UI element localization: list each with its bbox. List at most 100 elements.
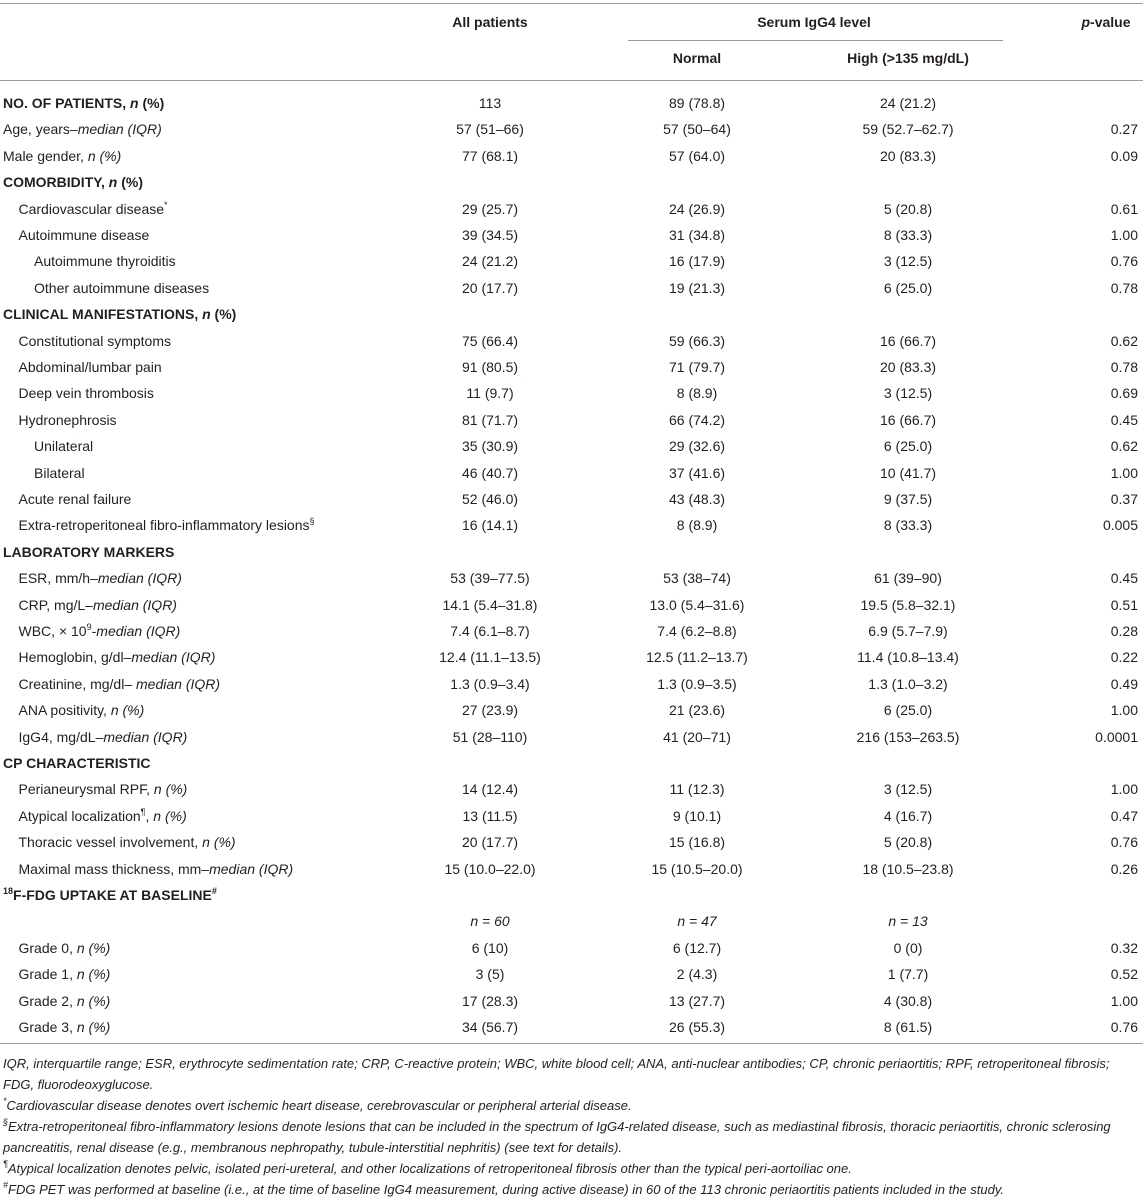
row-label: Hemoglobin, g/dl–median (IQR) bbox=[19, 647, 216, 667]
p-value: 0.78 bbox=[1110, 359, 1138, 375]
text: Hydronephrosis bbox=[18, 411, 117, 428]
row-label: Grade 2, n (%) bbox=[19, 991, 111, 1011]
row-label: ESR, mm/h–median (IQR) bbox=[19, 568, 182, 588]
text: Unilateral bbox=[34, 438, 94, 455]
cell: 14 (12.4) bbox=[461, 781, 519, 798]
p-value: 0.76 bbox=[1110, 834, 1138, 851]
row-label: Grade 0, n (%) bbox=[19, 938, 111, 958]
cell: 81 (71.7) bbox=[461, 411, 519, 428]
cell: 1 (7.7) bbox=[887, 966, 929, 983]
text: IgG4, mg/dL– bbox=[18, 728, 104, 745]
text: ANA positivity, bbox=[18, 702, 111, 719]
row-label: IgG4, mg/dL–median (IQR) bbox=[19, 727, 188, 747]
row-label: Acute renal failure bbox=[19, 489, 132, 509]
cell: 8 (8.9) bbox=[676, 517, 718, 534]
text: Grade 1, bbox=[18, 966, 77, 983]
text: median (IQR) bbox=[209, 860, 294, 877]
text: Acute renal failure bbox=[18, 491, 132, 507]
cell: 6 (25.0) bbox=[883, 279, 933, 296]
cell: 16 (66.7) bbox=[879, 411, 937, 428]
text: n bbox=[130, 95, 139, 111]
text: Other autoimmune diseases bbox=[34, 279, 210, 296]
cell: 8 (8.9) bbox=[676, 385, 718, 402]
text: Abdominal/lumbar pain bbox=[18, 359, 162, 375]
text: n (%) bbox=[87, 147, 122, 164]
row-label: Male gender, n (%) bbox=[3, 146, 121, 166]
cell: 66 (74.2) bbox=[668, 411, 726, 428]
cell: 8 (61.5) bbox=[883, 1019, 933, 1035]
row-label: 18F-FDG UPTAKE AT BASELINE# bbox=[3, 885, 217, 905]
text: Perianeurysmal RPF, bbox=[18, 781, 154, 798]
row-label: Hydronephrosis bbox=[19, 410, 117, 430]
footnote-text: Atypical localization denotes pelvic, is… bbox=[7, 1161, 852, 1176]
cell: 14.1 (5.4–31.8) bbox=[442, 596, 538, 613]
cell: 57 (51–66) bbox=[456, 121, 524, 138]
cell: 6 (25.0) bbox=[883, 438, 933, 455]
p-value: 0.62 bbox=[1110, 332, 1138, 349]
cell: 6 (25.0) bbox=[883, 702, 933, 719]
cell: 41 (20–71) bbox=[663, 728, 731, 745]
text: Autoimmune disease bbox=[18, 227, 150, 243]
cell: 16 (66.7) bbox=[879, 332, 937, 349]
cell: 15 (10.5–20.0) bbox=[651, 860, 743, 877]
text: LABORATORY MARKERS bbox=[3, 543, 175, 560]
rule bbox=[0, 80, 1143, 81]
p-value: 0.76 bbox=[1110, 1019, 1138, 1035]
cell: 113 bbox=[478, 95, 502, 111]
cell: 24 (21.2) bbox=[461, 253, 519, 270]
row-label: Perianeurysmal RPF, n (%) bbox=[19, 779, 188, 799]
p-value: 1.00 bbox=[1110, 227, 1138, 243]
cell: 11 (12.3) bbox=[669, 781, 725, 798]
cell: 11.4 (10.8–13.4) bbox=[857, 649, 959, 666]
p-value: 0.22 bbox=[1110, 649, 1138, 666]
footnote: IQR, interquartile range; ESR, erythrocy… bbox=[3, 1053, 1139, 1095]
row-label: Autoimmune disease bbox=[19, 225, 150, 245]
cell: 9 (10.1) bbox=[672, 807, 722, 824]
text: median (IQR) bbox=[136, 675, 221, 692]
text: (%) bbox=[210, 306, 237, 323]
text: median (IQR) bbox=[92, 596, 177, 613]
cell: 6 (10) bbox=[471, 939, 509, 956]
text: 9 bbox=[86, 622, 92, 632]
cell: 16 (17.9) bbox=[668, 253, 726, 270]
cell: 1.3 (1.0–3.2) bbox=[868, 675, 948, 692]
cell: 16 (14.1) bbox=[461, 517, 519, 534]
cell: 13 (11.5) bbox=[462, 807, 518, 824]
cell: 8 (33.3) bbox=[883, 227, 933, 243]
row-label: Deep vein thrombosis bbox=[19, 383, 154, 403]
footnote: #FDG PET was performed at baseline (i.e.… bbox=[3, 1179, 1139, 1200]
text: Grade 2, bbox=[18, 992, 77, 1009]
text: CRP, mg/L– bbox=[18, 596, 93, 613]
cell: 6 (12.7) bbox=[672, 939, 722, 956]
p-value: 1.00 bbox=[1110, 464, 1138, 481]
cell: 4 (30.8) bbox=[883, 992, 933, 1009]
footnote-mark: ¶ bbox=[3, 1159, 8, 1169]
p-value: 0.0001 bbox=[1095, 728, 1138, 745]
text: CP CHARACTERISTIC bbox=[3, 755, 151, 771]
text: Creatinine, mg/dl– bbox=[18, 675, 137, 692]
row-label: Bilateral bbox=[34, 463, 85, 483]
cell: 13 (27.7) bbox=[668, 992, 726, 1009]
cell: 24 (21.2) bbox=[879, 95, 937, 111]
group-header: Serum IgG4 level bbox=[757, 14, 871, 30]
cell: 39 (34.5) bbox=[461, 227, 519, 243]
p-value: 0.78 bbox=[1110, 279, 1138, 296]
cell: 43 (48.3) bbox=[668, 491, 726, 507]
footnote: §Extra-retroperitoneal fibro-inflammator… bbox=[3, 1116, 1139, 1158]
cell: 19.5 (5.8–32.1) bbox=[860, 596, 956, 613]
cell: 20 (83.3) bbox=[879, 359, 937, 375]
text: Thoracic vessel involvement, bbox=[18, 834, 203, 851]
cell: 12.5 (11.2–13.7) bbox=[646, 649, 748, 666]
p-value: 0.32 bbox=[1110, 939, 1138, 956]
cell: 11 (9.7) bbox=[466, 385, 514, 402]
p-value: 0.28 bbox=[1110, 623, 1138, 639]
text: Age, years– bbox=[3, 121, 78, 138]
text: median (IQR) bbox=[97, 570, 182, 587]
cell: 15 (10.0–22.0) bbox=[444, 860, 536, 877]
cell: 3 (12.5) bbox=[883, 385, 933, 402]
cell: 0 (0) bbox=[893, 939, 923, 956]
footnote: ¶Atypical localization denotes pelvic, i… bbox=[3, 1158, 1139, 1179]
row-label: Creatinine, mg/dl– median (IQR) bbox=[19, 674, 221, 694]
cell: 27 (23.9) bbox=[461, 702, 519, 719]
